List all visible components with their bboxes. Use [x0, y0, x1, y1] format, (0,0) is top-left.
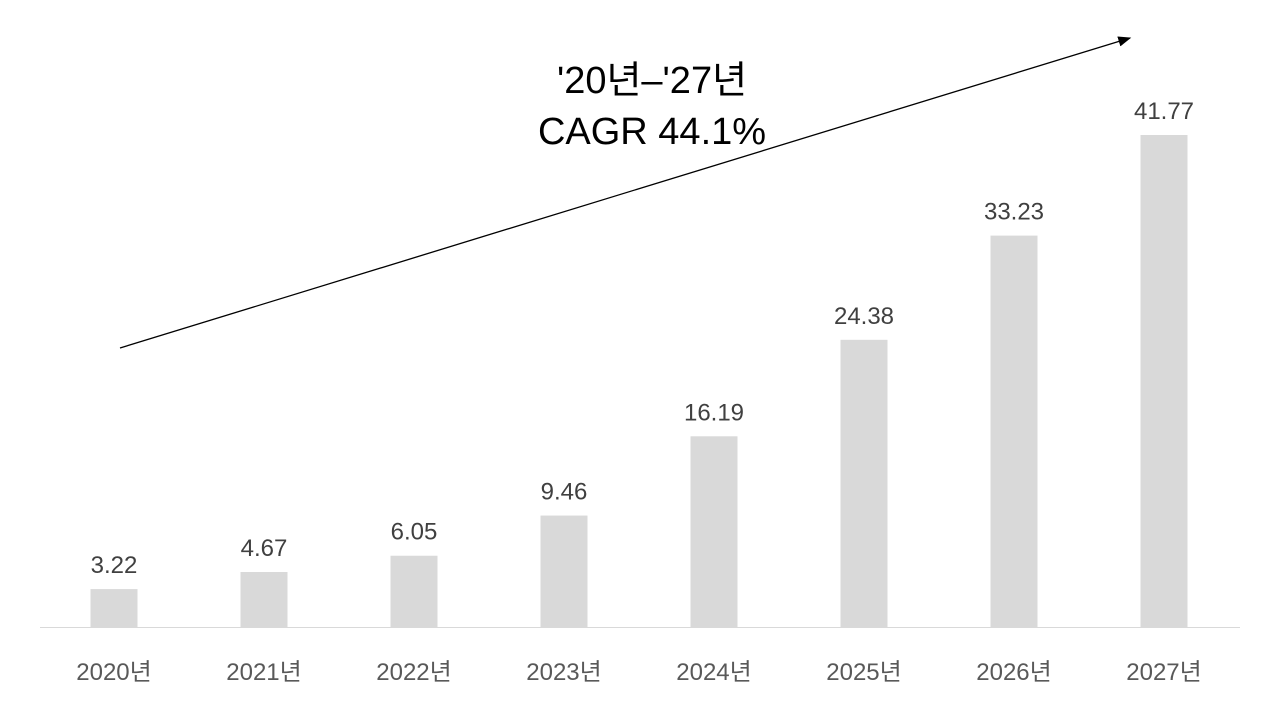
bar-2024년 — [690, 436, 738, 627]
data-label: 9.46 — [541, 479, 588, 506]
data-label: 4.67 — [241, 535, 288, 562]
annotation-cagr: CAGR 44.1% — [538, 111, 766, 153]
x-tick-label: 2020년 — [76, 659, 151, 686]
trend-arrow — [119, 36, 1132, 349]
bar-2022년 — [390, 555, 438, 627]
x-tick-label: 2022년 — [376, 659, 451, 686]
bar-2020년 — [90, 589, 138, 627]
data-label: 3.22 — [91, 552, 138, 579]
data-label: 16.19 — [684, 399, 744, 426]
data-label: 24.38 — [834, 303, 894, 330]
x-tick-label: 2027년 — [1126, 659, 1201, 686]
x-tick-label: 2026년 — [976, 659, 1051, 686]
bar-2021년 — [240, 571, 288, 627]
data-label: 6.05 — [391, 519, 438, 546]
x-tick-label: 2025년 — [826, 659, 901, 686]
bar-2026년 — [990, 235, 1038, 627]
bar-2025년 — [840, 339, 888, 627]
x-tick-label: 2023년 — [526, 659, 601, 686]
data-label: 33.23 — [984, 199, 1044, 226]
bar-2027년 — [1140, 135, 1188, 627]
x-tick-label: 2021년 — [226, 659, 301, 686]
annotation-period: '20년–'27년 — [557, 60, 747, 102]
x-tick-label: 2024년 — [676, 659, 751, 686]
data-label: 41.77 — [1134, 98, 1194, 125]
bar-2023년 — [540, 515, 588, 627]
